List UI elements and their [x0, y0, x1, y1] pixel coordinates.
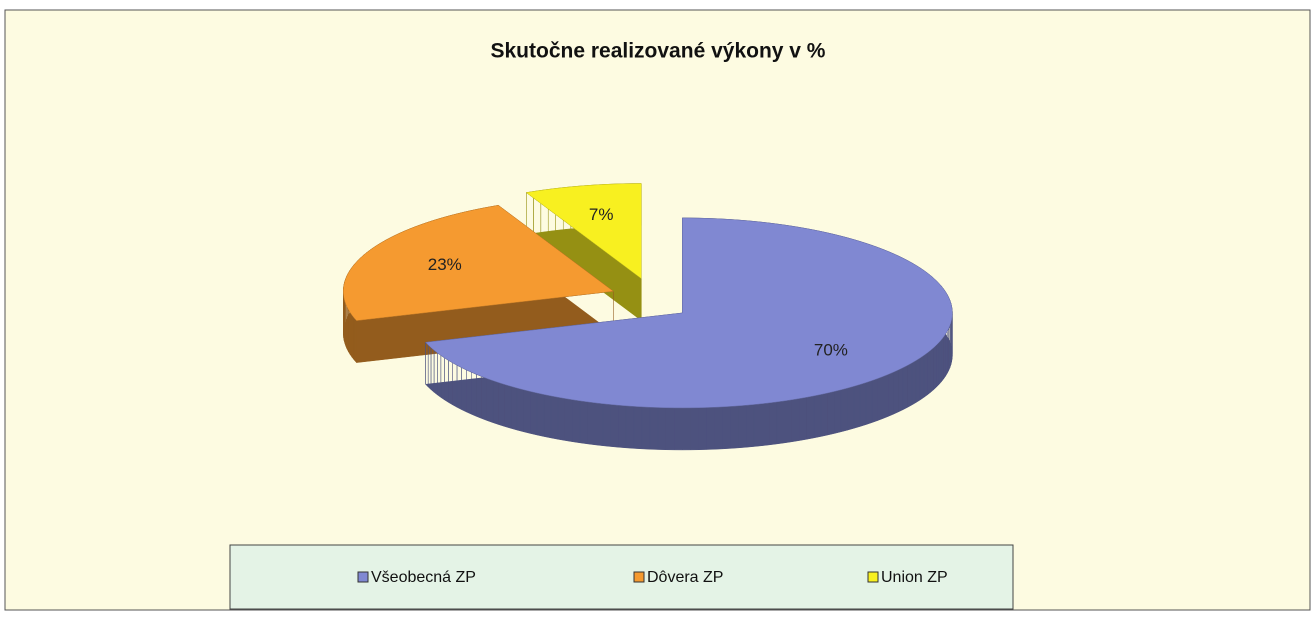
- slice: [343, 205, 614, 321]
- data-label: 7%: [589, 205, 614, 224]
- legend-swatch: [867, 571, 879, 583]
- legend-swatch: [633, 571, 645, 583]
- legend-label: Dôvera ZP: [647, 569, 723, 586]
- slice: [425, 217, 953, 409]
- chart-title: Skutočne realizované výkony v %: [491, 40, 826, 63]
- legend-swatch: [357, 571, 369, 583]
- legend-label: Všeobecná ZP: [371, 569, 476, 586]
- slice: [525, 183, 642, 280]
- data-label: 23%: [428, 255, 462, 274]
- data-label: 70%: [814, 340, 848, 359]
- chart-area: [4, 9, 1311, 611]
- legend-label: Union ZP: [881, 569, 948, 586]
